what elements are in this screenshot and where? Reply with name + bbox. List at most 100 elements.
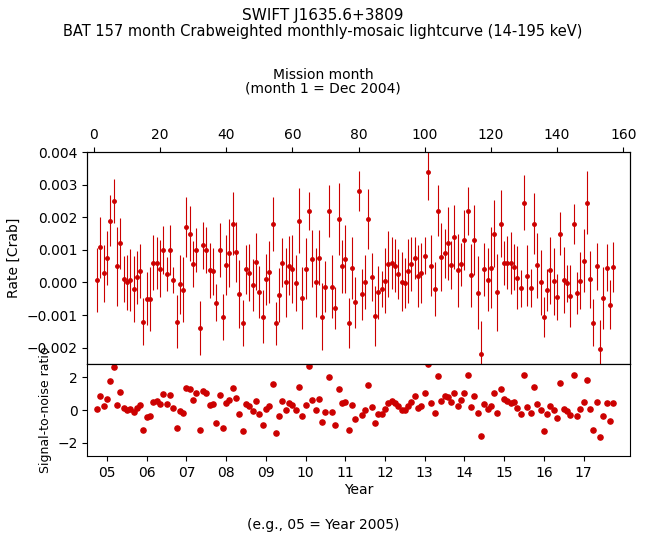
Point — [539, 426, 549, 435]
Point — [512, 404, 523, 413]
Point — [390, 398, 400, 407]
Point — [380, 405, 390, 414]
Point — [267, 380, 278, 388]
Point — [548, 405, 559, 414]
Point — [158, 389, 169, 398]
Point — [201, 389, 211, 397]
Point — [469, 391, 479, 400]
Point — [366, 403, 377, 412]
Point — [125, 405, 136, 413]
Point — [495, 385, 506, 394]
Point — [360, 406, 370, 414]
Point — [528, 383, 539, 392]
Point — [578, 397, 589, 406]
Point — [532, 399, 543, 408]
Point — [562, 406, 572, 415]
Point — [552, 413, 562, 422]
Point — [141, 413, 152, 422]
Point — [148, 397, 158, 406]
Point — [559, 405, 569, 413]
Point — [525, 409, 536, 418]
Point — [218, 424, 228, 432]
Point — [121, 406, 132, 414]
Point — [522, 403, 532, 412]
Point — [333, 384, 344, 393]
Point — [238, 427, 248, 435]
Point — [479, 400, 490, 408]
Point — [502, 397, 512, 406]
Point — [194, 426, 205, 435]
Point — [162, 400, 172, 408]
Point — [152, 397, 162, 406]
Point — [340, 397, 351, 406]
Point — [410, 392, 420, 401]
Point — [227, 383, 238, 392]
Point — [138, 425, 149, 434]
Point — [287, 401, 298, 410]
Point — [459, 389, 470, 397]
Text: Mission month: Mission month — [273, 68, 373, 82]
Point — [337, 399, 347, 407]
Point — [483, 405, 493, 413]
Point — [231, 394, 241, 402]
Point — [277, 396, 287, 405]
Point — [198, 387, 208, 395]
Point — [595, 433, 605, 442]
Point — [377, 410, 387, 419]
Point — [221, 399, 231, 407]
Point — [185, 385, 195, 394]
Point — [182, 384, 192, 393]
Text: (e.g., 05 = Year 2005): (e.g., 05 = Year 2005) — [247, 518, 399, 532]
Point — [155, 400, 165, 409]
Point — [188, 396, 198, 405]
Point — [472, 409, 483, 418]
Point — [330, 420, 340, 429]
Point — [291, 406, 301, 415]
Text: (month 1 = Dec 2004): (month 1 = Dec 2004) — [245, 81, 401, 96]
Point — [436, 397, 446, 406]
Point — [486, 401, 496, 410]
Point — [300, 400, 311, 409]
Point — [492, 409, 503, 418]
Point — [519, 371, 529, 380]
Point — [446, 397, 456, 406]
Text: SWIFT J1635.6+3809: SWIFT J1635.6+3809 — [242, 8, 404, 23]
Point — [509, 398, 519, 407]
Point — [581, 375, 592, 384]
Point — [261, 404, 271, 413]
Point — [536, 406, 546, 414]
Point — [575, 405, 585, 414]
Point — [416, 402, 426, 411]
Point — [386, 397, 397, 406]
Point — [589, 426, 599, 434]
Point — [284, 399, 294, 408]
Point — [403, 401, 413, 410]
Point — [430, 409, 440, 418]
Point — [317, 418, 328, 427]
Point — [109, 362, 119, 371]
Point — [601, 398, 612, 407]
Point — [99, 402, 109, 411]
Point — [297, 412, 307, 420]
Point — [105, 377, 116, 386]
Point — [426, 399, 437, 408]
Point — [353, 352, 364, 361]
Point — [592, 398, 602, 407]
Point — [585, 405, 596, 413]
Point — [433, 372, 443, 381]
Point — [393, 402, 403, 411]
Point — [244, 402, 255, 411]
Point — [307, 396, 317, 405]
Point — [102, 395, 112, 403]
Point — [370, 419, 380, 427]
Point — [542, 410, 552, 419]
Text: BAT 157 month Crabweighted monthly-mosaic lightcurve (14-195 keV): BAT 157 month Crabweighted monthly-mosai… — [63, 24, 583, 40]
Point — [450, 389, 460, 397]
Point — [397, 406, 407, 414]
Point — [115, 388, 125, 396]
Point — [506, 398, 516, 407]
Point — [280, 406, 291, 414]
Point — [257, 421, 267, 430]
Point — [171, 424, 182, 432]
Point — [400, 406, 410, 415]
